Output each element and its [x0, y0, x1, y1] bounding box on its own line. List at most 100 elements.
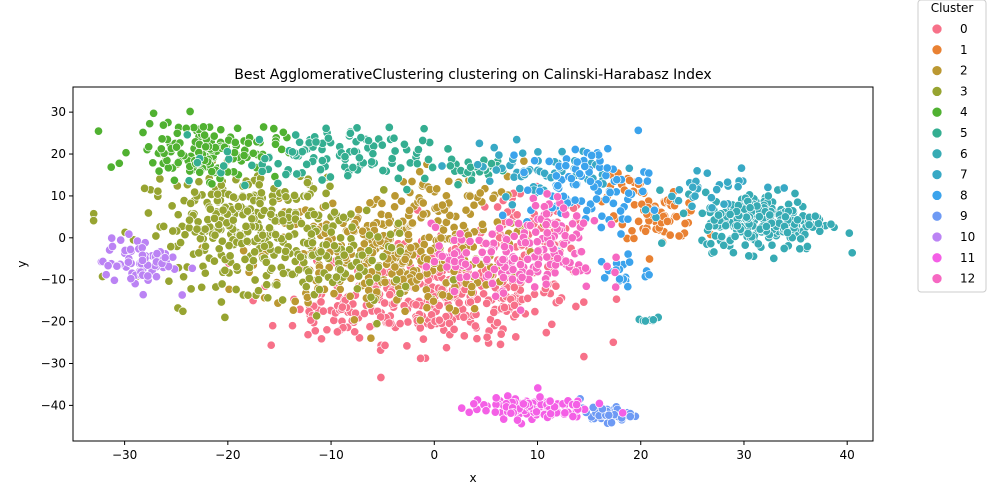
scatter-point-cluster-4 [209, 131, 219, 141]
scatter-point-cluster-6 [709, 247, 719, 257]
scatter-point-cluster-12 [567, 233, 577, 243]
scatter-point-cluster-8 [605, 187, 615, 198]
scatter-point-cluster-12 [442, 262, 452, 272]
scatter-point-cluster-2 [428, 296, 439, 306]
scatter-point-cluster-8 [544, 156, 554, 166]
scatter-point-cluster-5 [348, 162, 358, 173]
scatter-point-cluster-0 [479, 289, 489, 299]
scatter-point-cluster-3 [243, 290, 253, 300]
scatter-point-cluster-12 [487, 229, 497, 239]
scatter-point-cluster-3 [268, 197, 278, 207]
scatter-point-cluster-3 [228, 192, 239, 202]
scatter-point-cluster-5 [321, 123, 331, 133]
scatter-point-cluster-3 [238, 192, 248, 202]
scatter-point-cluster-8 [601, 170, 611, 181]
scatter-point-cluster-3 [262, 280, 272, 290]
scatter-point-cluster-0 [434, 315, 444, 325]
scatter-point-cluster-4 [176, 148, 186, 159]
scatter-point-cluster-3 [312, 311, 322, 321]
scatter-point-cluster-6 [804, 220, 814, 230]
scatter-point-cluster-3 [225, 251, 235, 261]
legend-marker-10 [931, 231, 943, 243]
scatter-point-cluster-3 [347, 222, 357, 232]
scatter-point-cluster-2 [400, 306, 410, 316]
scatter-point-cluster-6 [847, 248, 857, 258]
scatter-point-cluster-7 [624, 163, 634, 173]
y-tick-label: −20 [41, 315, 66, 329]
scatter-point-cluster-8 [616, 206, 626, 216]
scatter-point-cluster-12 [430, 222, 441, 232]
scatter-point-cluster-4 [207, 167, 217, 177]
scatter-point-cluster-3 [180, 230, 190, 240]
scatter-point-cluster-2 [422, 303, 432, 313]
scatter-point-cluster-3 [355, 263, 365, 273]
scatter-point-cluster-12 [434, 241, 444, 251]
scatter-point-cluster-12 [571, 267, 581, 277]
scatter-point-cluster-5 [292, 169, 302, 179]
scatter-point-cluster-2 [469, 200, 479, 210]
scatter-point-cluster-3 [186, 198, 196, 208]
scatter-point-cluster-7 [485, 176, 495, 186]
y-tick-label: 10 [51, 189, 66, 203]
scatter-point-cluster-12 [455, 229, 465, 239]
scatter-point-cluster-10 [116, 235, 126, 245]
scatter-point-cluster-3 [220, 312, 230, 322]
scatter-point-cluster-6 [753, 239, 763, 249]
scatter-point-cluster-12 [581, 263, 591, 273]
scatter-point-cluster-7 [690, 191, 700, 201]
scatter-point-cluster-0 [530, 307, 540, 317]
scatter-point-cluster-7 [723, 177, 733, 187]
scatter-point-cluster-8 [580, 161, 590, 171]
scatter-point-cluster-7 [736, 163, 747, 173]
scatter-point-cluster-6 [741, 212, 752, 222]
scatter-point-cluster-4 [207, 179, 217, 189]
scatter-point-cluster-10 [168, 252, 178, 262]
scatter-point-cluster-12 [589, 216, 599, 226]
scatter-point-cluster-2 [467, 282, 477, 292]
scatter-point-cluster-3 [250, 275, 260, 285]
scatter-point-cluster-2 [488, 193, 498, 203]
scatter-point-cluster-10 [187, 263, 197, 273]
scatter-point-cluster-3 [357, 250, 367, 260]
scatter-point-cluster-0 [608, 337, 618, 347]
scatter-point-cluster-4 [230, 137, 240, 148]
scatter-point-cluster-6 [779, 243, 789, 254]
legend-label-10: 10 [960, 230, 975, 244]
scatter-point-cluster-3 [366, 292, 376, 302]
scatter-point-cluster-5 [297, 147, 307, 157]
legend-title: Cluster [931, 1, 974, 15]
scatter-point-cluster-5 [352, 123, 362, 133]
scatter-point-cluster-3 [209, 213, 220, 223]
scatter-point-cluster-12 [421, 262, 431, 272]
scatter-point-cluster-6 [725, 209, 735, 219]
y-tick-label: 20 [51, 147, 66, 161]
scatter-point-cluster-5 [387, 154, 397, 164]
scatter-point-cluster-12 [491, 291, 501, 301]
scatter-point-cluster-12 [429, 257, 439, 267]
scatter-point-cluster-2 [400, 254, 410, 264]
scatter-point-cluster-3 [192, 224, 202, 234]
scatter-point-cluster-12 [568, 219, 578, 229]
scatter-point-cluster-0 [459, 312, 469, 322]
scatter-point-cluster-0 [495, 339, 506, 349]
scatter-point-cluster-6 [701, 187, 711, 197]
scatter-point-cluster-3 [178, 306, 188, 316]
scatter-point-cluster-8 [608, 198, 618, 208]
scatter-point-cluster-0 [418, 334, 428, 344]
scatter-point-cluster-3 [307, 238, 318, 248]
scatter-point-cluster-2 [418, 209, 428, 219]
scatter-point-cluster-11 [506, 408, 516, 418]
scatter-point-cluster-5 [325, 172, 335, 182]
scatter-point-cluster-12 [531, 227, 541, 237]
scatter-point-cluster-0 [310, 326, 320, 336]
scatter-point-cluster-12 [533, 246, 543, 256]
scatter-point-cluster-0 [579, 352, 589, 362]
scatter-point-cluster-7 [437, 161, 447, 171]
scatter-point-cluster-3 [254, 180, 264, 190]
scatter-point-cluster-2 [354, 205, 364, 215]
scatter-point-cluster-3 [326, 227, 336, 237]
scatter-point-cluster-3 [247, 214, 257, 224]
scatter-point-cluster-12 [487, 278, 497, 289]
scatter-point-cluster-3 [255, 198, 265, 209]
